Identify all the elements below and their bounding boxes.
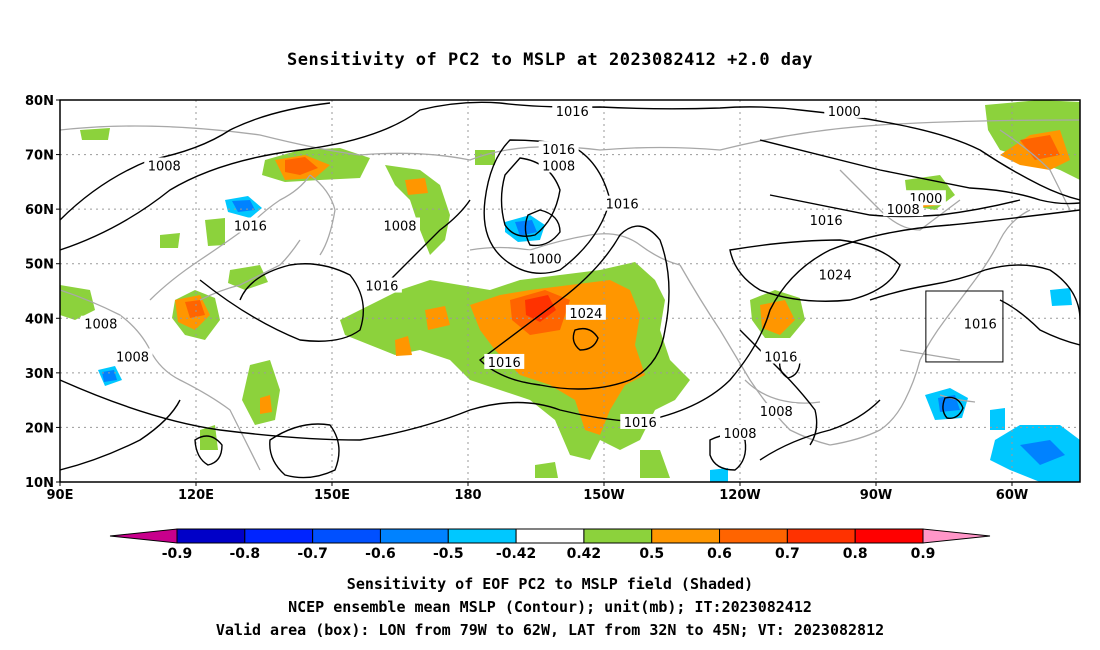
colorbar-swatch (786, 528, 856, 544)
colorbar-label: -0.5 (433, 546, 464, 562)
colorbar: -0.9 -0.8 -0.7 -0.6 -0.5 -0.42 0.42 0.5 0.6 0.7 0.… (109, 528, 991, 562)
lat-tick-label: 10N (25, 476, 54, 491)
colorbar-label: -0.42 (496, 546, 536, 562)
contour-label: 1024 (569, 307, 602, 322)
colorbar-label: 0.8 (843, 546, 868, 562)
colorbar-swatch (515, 528, 585, 544)
lon-tick-label: 180 (454, 488, 481, 503)
contour-label: 1008 (148, 159, 181, 174)
contour-label: 1008 (84, 318, 117, 333)
lat-tick-label: 80N (25, 94, 54, 109)
lon-tick-label: 90W (860, 488, 892, 503)
caption-line-3: Valid area (box): LON from 79W to 62W, L… (215, 621, 885, 639)
contour-label: 1016 (234, 220, 267, 235)
colorbar-swatch (244, 528, 314, 544)
colorbar-swatch (176, 528, 246, 544)
lat-tick-label: 70N (25, 149, 54, 164)
lon-tick-label: 60W (996, 488, 1028, 503)
lon-tick-label: 150E (314, 488, 350, 503)
colorbar-swatch (651, 528, 721, 544)
colorbar-label: 0.6 (707, 546, 732, 562)
caption-line-1: Sensitivity of EOF PC2 to MSLP field (Sh… (346, 575, 754, 593)
colorbar-swatch (379, 528, 449, 544)
contour-label: 1008 (887, 203, 920, 218)
colorbar-min-arrow (109, 528, 178, 544)
contour-label: 1008 (542, 159, 575, 174)
contour-label: 1016 (624, 416, 657, 431)
colorbar-label: -0.9 (162, 546, 193, 562)
lat-tick-label: 40N (25, 312, 54, 327)
contour-labels: 1016 100010161008100810001008101610161016… (80, 102, 1001, 442)
contour-label: 1000 (828, 105, 861, 120)
colorbar-label: -0.8 (230, 546, 261, 562)
longitude-axis: 90E 120E 150E 180 150W 120W 90W 60W (47, 482, 1028, 503)
lon-tick-label: 150W (583, 488, 624, 503)
valid-area-box (925, 290, 1004, 363)
lon-tick-label: 120E (178, 488, 214, 503)
lat-tick-label: 20N (25, 421, 54, 436)
mslp-contours (60, 101, 1080, 479)
contour-label: 1016 (964, 318, 997, 333)
lat-tick-label: 30N (25, 367, 54, 382)
colorbar-label: -0.7 (297, 546, 328, 562)
colorbar-swatch (312, 528, 381, 544)
colorbar-label: 0.42 (567, 546, 602, 562)
contour-label: 1016 (365, 280, 398, 295)
contour-label: 1000 (529, 252, 562, 267)
contour-label: 1016 (810, 214, 843, 229)
lat-tick-label: 60N (25, 203, 54, 218)
lon-tick-label: 90E (47, 488, 74, 503)
positive-region-siberia (385, 165, 450, 255)
lon-tick-label: 120W (719, 488, 760, 503)
colorbar-label: 0.5 (639, 546, 664, 562)
contour-label: 1008 (116, 350, 149, 365)
contour-label: 1016 (556, 105, 589, 120)
colorbar-label: 0.9 (911, 546, 936, 562)
contour-label: 1024 (819, 269, 852, 284)
caption-line-2: NCEP ensemble mean MSLP (Contour); unit(… (288, 598, 812, 616)
colorbar-swatch (583, 528, 653, 544)
lat-tick-label: 50N (25, 258, 54, 273)
colorbar-label: -0.6 (365, 546, 396, 562)
plot-frame (59, 99, 1081, 483)
colorbar-swatch (719, 528, 788, 544)
contour-label: 1008 (383, 220, 416, 235)
colorbar-swatch (854, 528, 924, 544)
contour-label: 1016 (488, 356, 521, 371)
colorbar-swatch (447, 528, 517, 544)
colorbar-max-arrow (922, 528, 991, 544)
contour-label: 1016 (606, 198, 639, 213)
contour-label: 1016 (542, 143, 575, 158)
contour-label: 1008 (760, 405, 793, 420)
map-title: Sensitivity of PC2 to MSLP at 2023082412… (286, 50, 813, 70)
contour-label: 1016 (764, 350, 797, 365)
latitude-axis: 80N 70N 60N 50N 40N 30N 20N 10N (25, 94, 60, 491)
contour-label: 1008 (723, 427, 756, 442)
colorbar-label: 0.7 (775, 546, 800, 562)
